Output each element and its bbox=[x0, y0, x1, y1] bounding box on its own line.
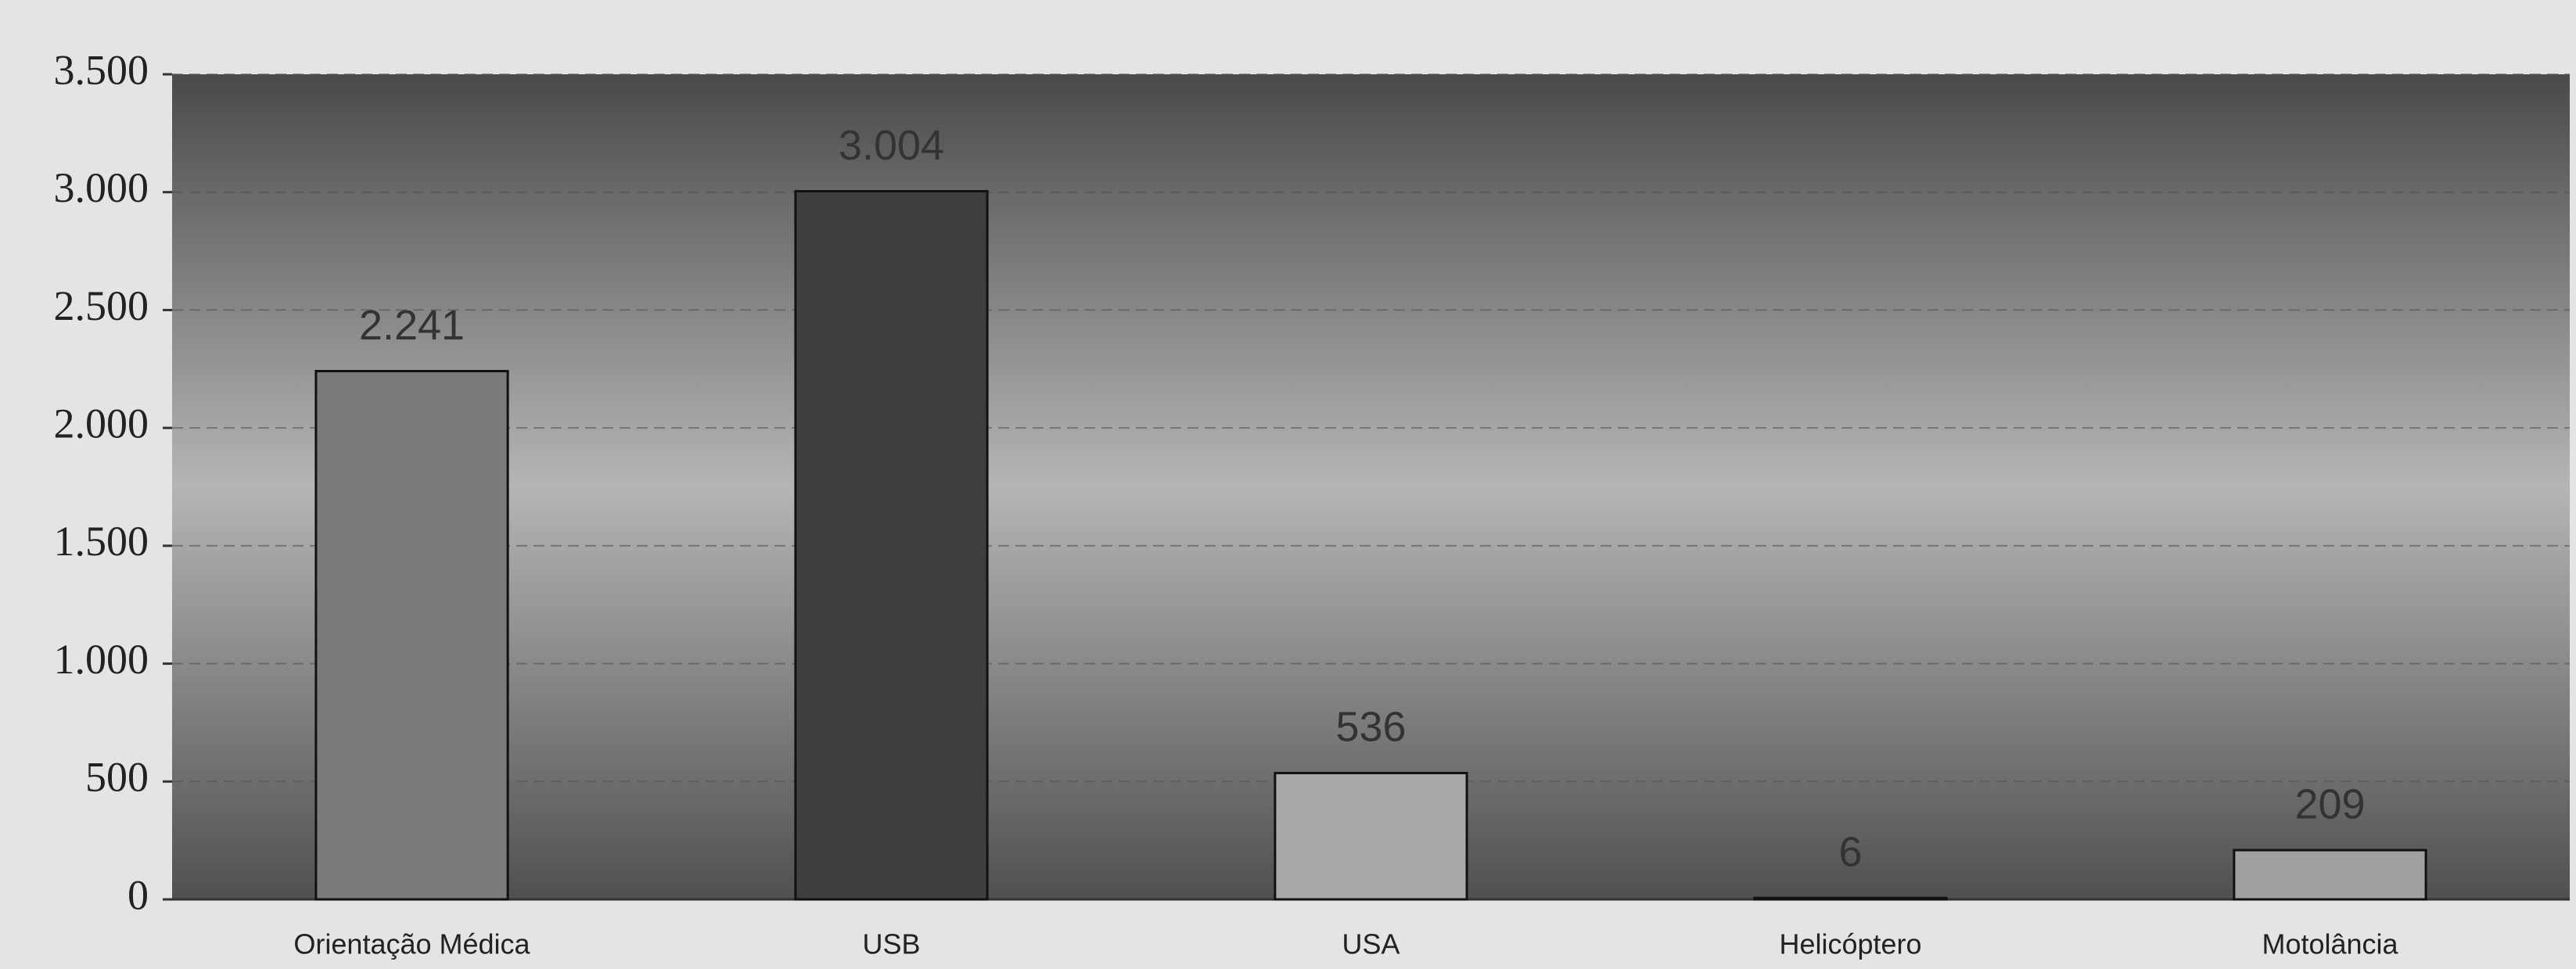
y-tick-label: 500 bbox=[85, 754, 149, 801]
x-tick-label: Motolância bbox=[2262, 928, 2398, 960]
y-tick-label: 2.000 bbox=[54, 400, 149, 447]
value-label: 536 bbox=[1335, 704, 1406, 751]
value-label: 3.004 bbox=[839, 122, 944, 169]
x-tick-label: Helicóptero bbox=[1779, 928, 1921, 960]
y-tick-label: 3.500 bbox=[54, 46, 149, 93]
bar bbox=[2233, 849, 2427, 901]
bar bbox=[1753, 896, 1948, 901]
plot-area bbox=[172, 74, 2570, 899]
y-tick-label: 1.500 bbox=[54, 518, 149, 565]
value-label: 209 bbox=[2294, 781, 2365, 827]
bar bbox=[1274, 771, 1468, 901]
y-tick-label: 1.000 bbox=[54, 636, 149, 683]
bar bbox=[794, 190, 989, 901]
x-tick-label: USA bbox=[1342, 928, 1399, 960]
value-label: 6 bbox=[1838, 828, 1862, 875]
x-tick-label: USB bbox=[862, 928, 920, 960]
bar bbox=[314, 369, 509, 901]
value-label: 2.241 bbox=[359, 302, 465, 349]
y-tick-label: 0 bbox=[128, 871, 149, 918]
y-tick-label: 3.000 bbox=[54, 164, 149, 211]
x-tick-label: Orientação Médica bbox=[293, 928, 530, 960]
y-tick-label: 2.500 bbox=[54, 282, 149, 329]
